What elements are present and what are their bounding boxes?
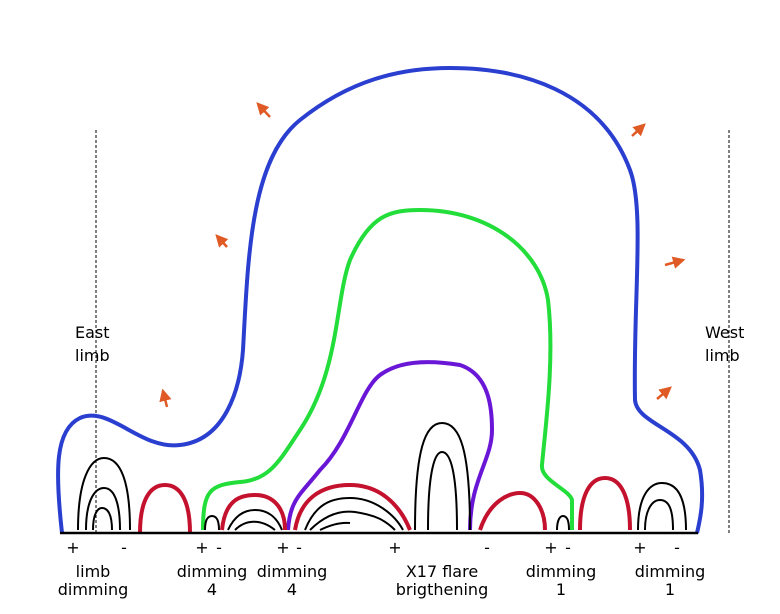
- inner-loop: [286, 360, 495, 531]
- region-label: X17 flare: [406, 562, 478, 581]
- polarity-sign: +: [544, 538, 557, 557]
- region-label: dimming: [526, 562, 597, 581]
- region-label: dimming: [257, 562, 328, 581]
- polarity-sign: +: [276, 538, 289, 557]
- region-label: 1: [665, 580, 675, 599]
- polarity-sign: -: [296, 538, 302, 557]
- outer-loop: [56, 65, 705, 534]
- polarity-sign: +: [633, 538, 646, 557]
- region-label: dimming: [635, 562, 706, 581]
- limb-label: West: [705, 323, 744, 342]
- polarity-sign: +: [388, 538, 401, 557]
- limb-label: limb: [705, 346, 740, 365]
- polarity-sign: +: [195, 538, 208, 557]
- polarity-sign: +: [66, 538, 79, 557]
- red-loops: [138, 475, 632, 534]
- region-label: dimming: [177, 562, 248, 581]
- region-label: dimming: [58, 580, 129, 599]
- region-label: brigthening: [396, 580, 488, 599]
- limb-label: East: [75, 323, 110, 342]
- region-label: 4: [287, 580, 297, 599]
- region-label: 1: [556, 580, 566, 599]
- limb-label: limb: [75, 346, 110, 365]
- expansion-arrows: [159, 102, 686, 408]
- middle-loop: [201, 207, 574, 531]
- black-loops: [77, 421, 687, 531]
- polarity-sign: -: [484, 538, 490, 557]
- region-label: limb: [76, 562, 111, 581]
- polarity-sign: -: [216, 538, 222, 557]
- polarity-sign: -: [121, 538, 127, 557]
- region-label: 4: [207, 580, 217, 599]
- polarity-sign: -: [565, 538, 571, 557]
- polarity-sign: -: [674, 538, 680, 557]
